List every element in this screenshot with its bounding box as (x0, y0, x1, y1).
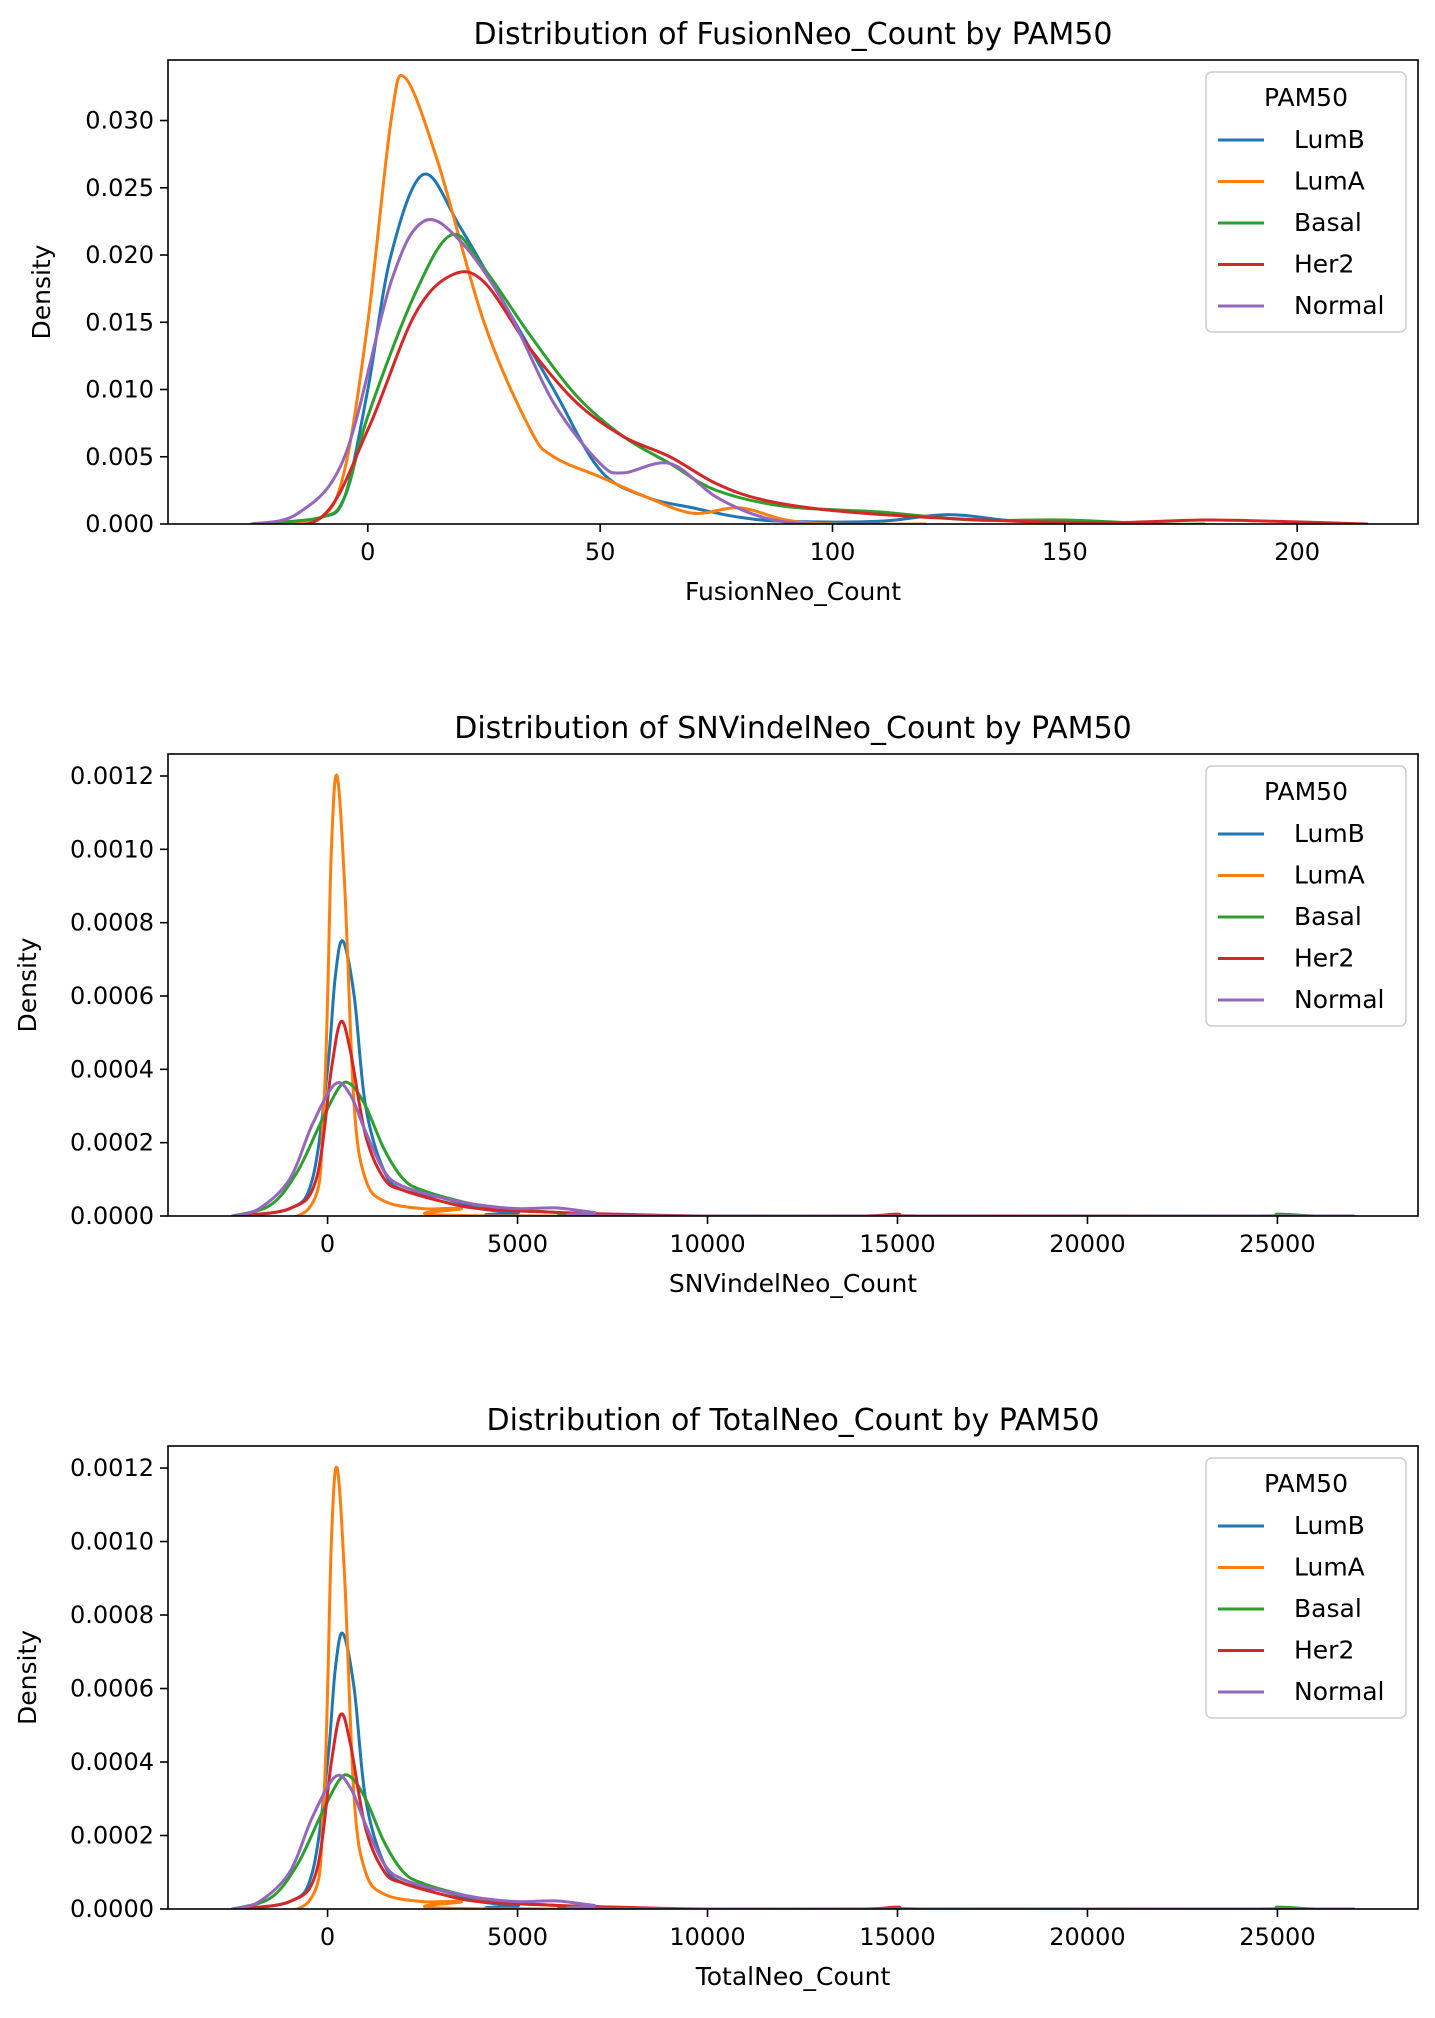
legend-label-lumb: LumB (1294, 125, 1365, 154)
y-tick-label: 0.0010 (70, 1528, 154, 1556)
legend-label-basal: Basal (1294, 902, 1362, 931)
y-tick-label: 0.0000 (70, 1895, 154, 1923)
x-tick-label: 5000 (487, 1923, 548, 1951)
x-tick-label: 0 (320, 1230, 335, 1258)
series-line-basal (231, 1080, 1355, 1216)
legend-label-her2: Her2 (1294, 944, 1354, 973)
legend: PAM50 LumB LumA Basal Her2 Normal (1205, 71, 1407, 333)
y-tick-label: 0.0004 (70, 1748, 154, 1776)
x-tick-label: 10000 (669, 1923, 745, 1951)
series-line-normal (250, 218, 881, 524)
series-line-her2 (231, 1019, 1355, 1216)
y-axis-label: Density (13, 1630, 42, 1725)
y-tick-label: 0.0012 (70, 1454, 154, 1482)
y-tick-label: 0.0012 (70, 762, 154, 790)
series-line-normal (231, 1773, 1355, 1909)
series-line-her2 (231, 1712, 1355, 1909)
legend-title: PAM50 (1264, 1469, 1348, 1498)
x-tick-label: 0 (360, 538, 375, 566)
y-tick-label: 0.0002 (70, 1129, 154, 1157)
x-tick-label: 10000 (669, 1230, 745, 1258)
legend: PAM50 LumB LumA Basal Her2 Normal (1205, 765, 1407, 1027)
plot-frame (167, 753, 1419, 1217)
x-tick-label: 0 (320, 1923, 335, 1951)
x-tick-label: 200 (1274, 538, 1320, 566)
y-tick-label: 0.0010 (70, 835, 154, 863)
y-tick-label: 0.0004 (70, 1055, 154, 1083)
y-tick-label: 0.0006 (70, 982, 154, 1010)
series-lines (231, 1465, 1355, 1909)
y-tick-label: 0.0008 (70, 909, 154, 937)
chart-title: Distribution of TotalNeo_Count by PAM50 (486, 1403, 1099, 1438)
chart-title: Distribution of SNVindelNeo_Count by PAM… (454, 711, 1132, 746)
series-line-luma (231, 773, 1355, 1216)
legend-box (1205, 1457, 1407, 1719)
series-line-luma (273, 74, 927, 524)
plot-frame (167, 59, 1419, 525)
legend-title: PAM50 (1264, 83, 1348, 112)
legend-label-lumb: LumB (1294, 819, 1365, 848)
series-lines (231, 773, 1355, 1216)
x-tick-label: 100 (810, 538, 856, 566)
x-tick-label: 25000 (1239, 1230, 1315, 1258)
y-tick-label: 0.0000 (70, 1202, 154, 1230)
chart-panel-3: Distribution of TotalNeo_Count by PAM50 0… (13, 1403, 1419, 1991)
legend-box (1205, 765, 1407, 1027)
y-tick-label: 0.000 (85, 510, 154, 538)
legend-label-normal: Normal (1294, 1677, 1384, 1706)
series-line-basal (250, 232, 1206, 524)
y-tick-label: 0.0002 (70, 1822, 154, 1850)
legend-label-basal: Basal (1294, 208, 1362, 237)
y-tick-label: 0.015 (85, 308, 154, 336)
x-tick-label: 15000 (859, 1230, 935, 1258)
y-tick-label: 0.020 (85, 241, 154, 269)
x-tick-label: 5000 (487, 1230, 548, 1258)
y-tick-label: 0.025 (85, 174, 154, 202)
legend-label-lumb: LumB (1294, 1511, 1365, 1540)
legend-label-normal: Normal (1294, 291, 1384, 320)
y-axis-label: Density (27, 244, 56, 339)
x-tick-label: 50 (585, 538, 616, 566)
series-line-normal (231, 1081, 1355, 1216)
legend-label-her2: Her2 (1294, 250, 1354, 279)
series-line-basal (231, 1773, 1355, 1909)
series-line-luma (231, 1465, 1355, 1909)
y-tick-label: 0.0006 (70, 1675, 154, 1703)
y-tick-label: 0.005 (85, 443, 154, 471)
y-tick-label: 0.030 (85, 107, 154, 135)
x-tick-label: 25000 (1239, 1923, 1315, 1951)
legend: PAM50 LumB LumA Basal Her2 Normal (1205, 1457, 1407, 1719)
y-tick-label: 0.010 (85, 376, 154, 404)
legend-label-luma: LumA (1294, 1553, 1365, 1582)
chart-panel-2: Distribution of SNVindelNeo_Count by PAM… (13, 711, 1419, 1298)
legend-box (1205, 71, 1407, 333)
x-axis-label: TotalNeo_Count (695, 1962, 891, 1991)
x-tick-label: 15000 (859, 1923, 935, 1951)
legend-title: PAM50 (1264, 777, 1348, 806)
legend-label-luma: LumA (1294, 861, 1365, 890)
x-tick-label: 20000 (1049, 1923, 1125, 1951)
chart-panel-1: Distribution of FusionNeo_Count by PAM50… (27, 17, 1419, 606)
y-tick-label: 0.0008 (70, 1601, 154, 1629)
chart-title: Distribution of FusionNeo_Count by PAM50 (474, 17, 1113, 52)
plot-frame (167, 1445, 1419, 1910)
legend-label-normal: Normal (1294, 985, 1384, 1014)
series-line-lumb (273, 172, 1113, 524)
y-axis-label: Density (13, 937, 42, 1032)
series-lines (250, 74, 1369, 524)
legend-label-her2: Her2 (1294, 1636, 1354, 1665)
x-tick-label: 20000 (1049, 1230, 1125, 1258)
x-axis-label: FusionNeo_Count (685, 577, 901, 606)
series-line-her2 (250, 270, 1369, 524)
x-axis-label: SNVindelNeo_Count (669, 1269, 917, 1298)
x-tick-label: 150 (1042, 538, 1088, 566)
legend-label-luma: LumA (1294, 167, 1365, 196)
legend-label-basal: Basal (1294, 1594, 1362, 1623)
